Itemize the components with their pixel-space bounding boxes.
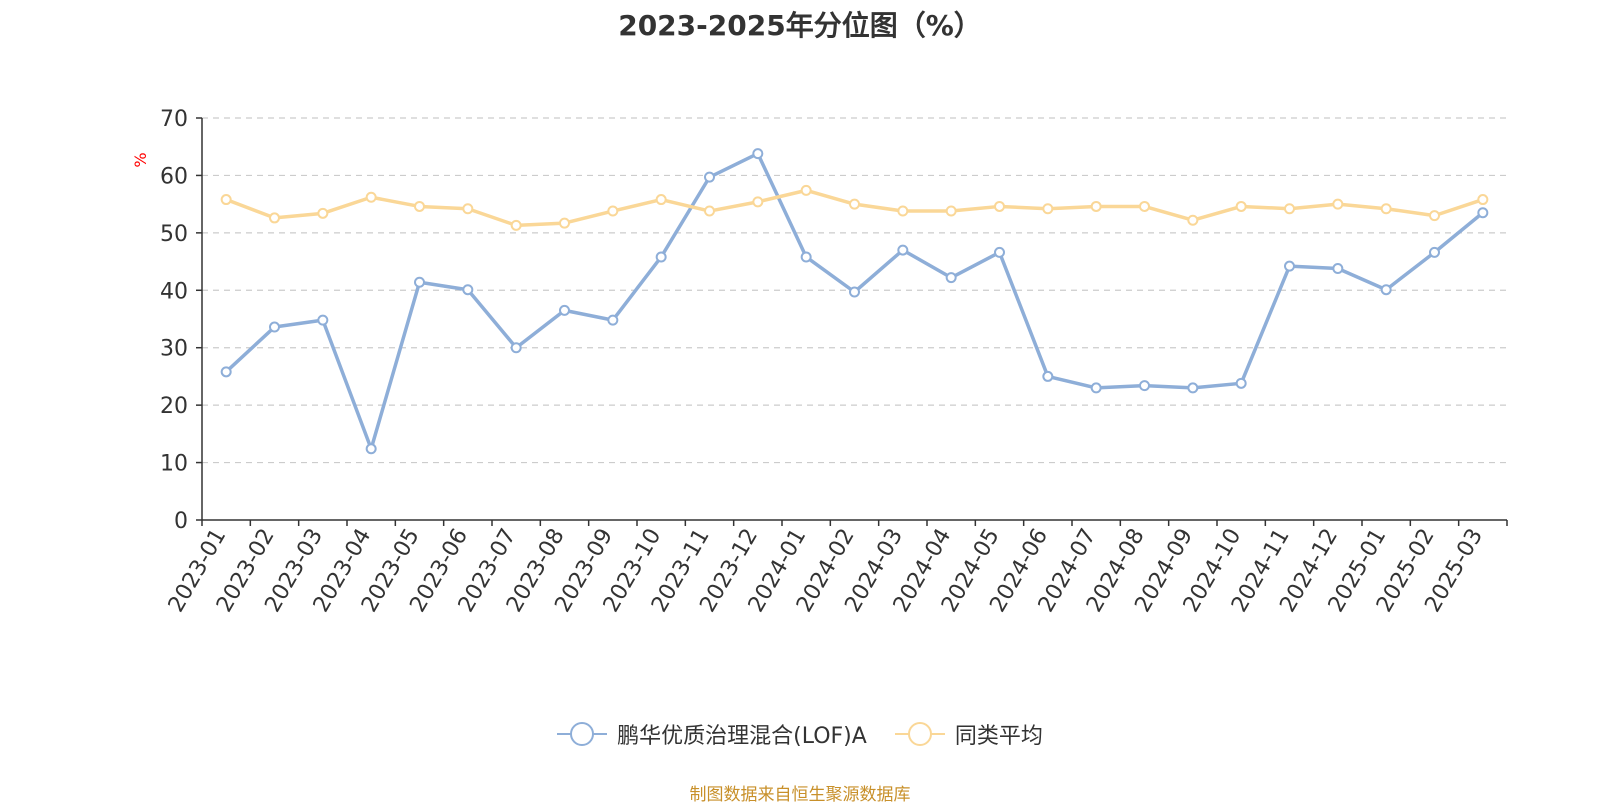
data-point-b	[317, 207, 329, 219]
data-point-a	[1380, 284, 1392, 296]
data-point-a	[1332, 262, 1344, 274]
source-note: 制图数据来自恒生聚源数据库	[689, 785, 911, 805]
y-tick-label: 60	[160, 164, 188, 189]
data-point-b	[1284, 203, 1295, 215]
data-point-a	[1090, 382, 1102, 394]
y-tick-label: 40	[160, 279, 188, 304]
data-point-a	[559, 304, 570, 316]
data-point-a	[1139, 380, 1150, 392]
data-point-b	[269, 212, 280, 224]
series-line-a	[224, 151, 1484, 451]
series-lines	[220, 148, 1489, 455]
data-point-b	[1090, 200, 1102, 212]
chart-title: 2023-2025年分位图（%）	[618, 9, 982, 42]
data-point-b	[752, 196, 764, 208]
data-point-b	[1380, 203, 1392, 215]
data-point-a	[800, 251, 812, 263]
legend-item-series-a[interactable]: 鹏华优质治理混合(LOF)A	[557, 718, 867, 750]
legend-marker-icon	[894, 722, 945, 746]
data-point-b	[1187, 214, 1199, 226]
data-point-a	[317, 314, 329, 326]
y-tick-label: 30	[160, 337, 188, 362]
y-tick-label: 10	[160, 452, 188, 477]
data-point-a	[1284, 260, 1295, 272]
data-point-a	[269, 321, 280, 333]
tick-labels: 010203040506070%2023-012023-022023-03202…	[131, 107, 1488, 617]
y-tick-label: 20	[160, 394, 188, 419]
data-point-a	[849, 286, 860, 298]
y-tick-label: 0	[174, 509, 188, 534]
data-point-b	[655, 194, 667, 206]
data-point-a	[897, 244, 909, 256]
data-point-b	[704, 205, 715, 217]
axes	[196, 117, 1508, 526]
data-point-b	[559, 217, 570, 229]
data-point-a	[945, 272, 957, 284]
data-point-a	[1235, 377, 1247, 389]
y-tick-label: 50	[160, 222, 188, 247]
y-axis-label: %	[131, 152, 150, 167]
data-point-b	[1235, 200, 1247, 212]
data-point-b	[1429, 210, 1440, 222]
data-point-b	[994, 200, 1005, 212]
data-point-a	[414, 276, 425, 288]
data-point-b	[945, 205, 957, 217]
data-point-a	[220, 366, 232, 378]
data-point-a	[752, 148, 764, 160]
data-point-a	[994, 246, 1005, 258]
data-point-b	[365, 191, 377, 203]
data-point-a	[462, 284, 474, 296]
data-point-b	[1139, 200, 1150, 212]
data-point-b	[607, 205, 619, 217]
data-point-b	[1042, 203, 1054, 215]
data-point-b	[462, 203, 474, 215]
y-tick-label: 70	[160, 107, 188, 132]
legend-label-series-a: 鹏华优质治理混合(LOF)A	[617, 724, 867, 749]
data-point-b	[1332, 198, 1344, 210]
legend: 鹏华优质治理混合(LOF)A 同类平均	[0, 718, 1600, 750]
data-point-a	[1042, 370, 1054, 382]
data-point-a	[704, 171, 715, 183]
data-point-a	[1477, 207, 1489, 219]
data-point-b	[510, 219, 522, 231]
data-point-b	[220, 194, 232, 206]
legend-item-series-b[interactable]: 同类平均	[894, 718, 1043, 750]
data-point-b	[800, 184, 812, 196]
data-point-b	[414, 200, 425, 212]
data-point-b	[897, 205, 909, 217]
legend-marker-icon	[557, 722, 608, 746]
data-point-a	[607, 314, 619, 326]
data-point-a	[510, 342, 522, 354]
legend-label-series-b: 同类平均	[954, 724, 1043, 749]
data-point-a	[365, 443, 377, 455]
data-point-a	[1187, 382, 1199, 394]
data-point-a	[1429, 246, 1440, 258]
data-point-b	[849, 198, 860, 210]
data-point-a	[655, 251, 667, 263]
data-point-b	[1477, 194, 1489, 206]
